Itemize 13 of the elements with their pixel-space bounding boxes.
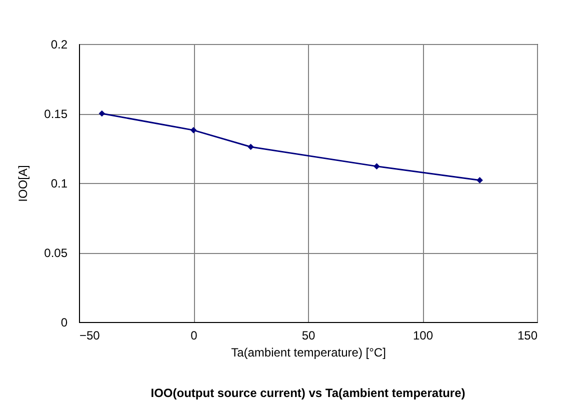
y-tick-label: 0.15 [44, 107, 68, 121]
x-axis-title: Ta(ambient temperature) [°C] [231, 346, 386, 360]
x-tick-label: 0 [190, 328, 198, 342]
y-tick-label: 0.1 [50, 176, 68, 190]
y-tick-label: 0.05 [44, 246, 68, 260]
x-tick-label: 50 [302, 328, 316, 342]
text: IOO(output source current) vs Ta(ambient temperature) [150, 386, 466, 400]
x-tick-label: 100 [412, 328, 434, 342]
y-axis-title: IOO[A] [16, 165, 30, 202]
y-tick-label: 0 [60, 316, 68, 330]
y-tick-label: 0.2 [50, 38, 68, 52]
x-tick-label: 150 [517, 328, 538, 342]
x-tick-label: −50 [80, 328, 100, 342]
